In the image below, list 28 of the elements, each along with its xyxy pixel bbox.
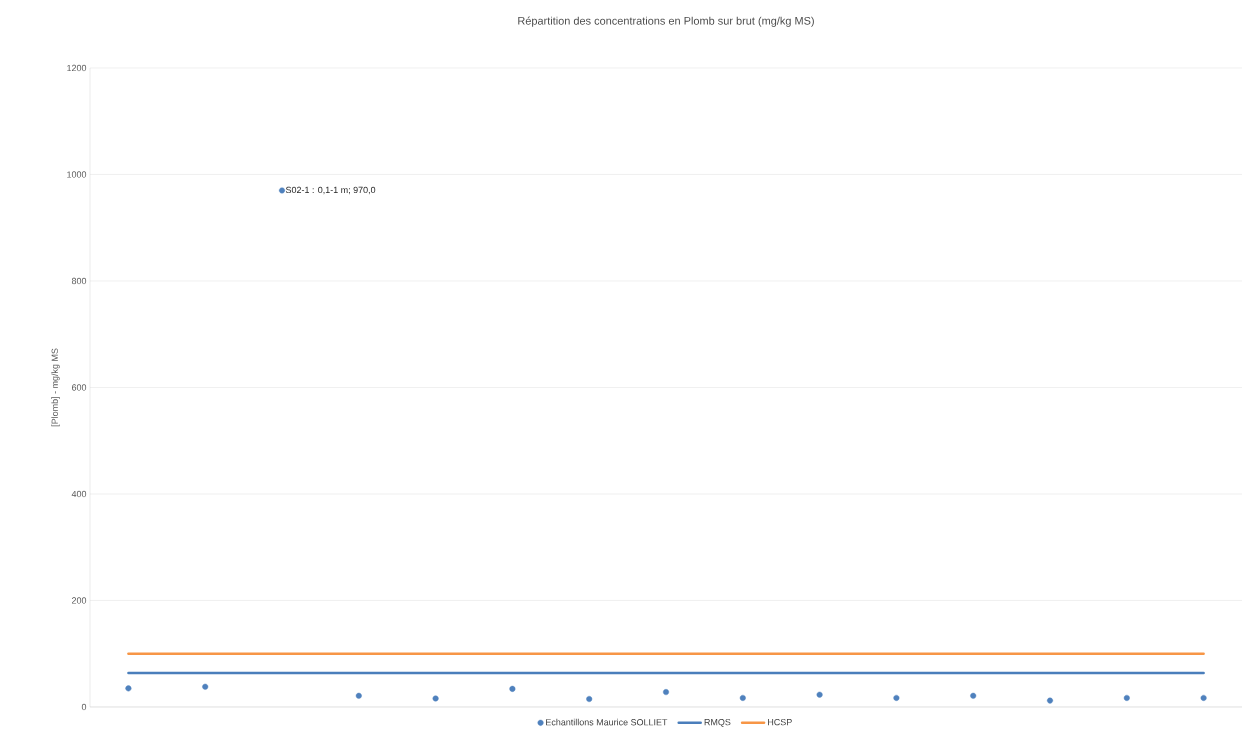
y-tick-label: 0 <box>81 703 87 711</box>
y-axis-title: [Plomb] - mg/kg MS <box>51 348 60 427</box>
y-tick-label: 400 <box>71 490 87 498</box>
point <box>279 187 286 194</box>
data-label: S02-1 : 0,1-1 m; 970,0 <box>285 186 376 195</box>
point <box>893 694 900 701</box>
y-tick-label: 1200 <box>67 64 87 72</box>
point <box>739 694 746 701</box>
legend-label: RMQS <box>704 718 731 727</box>
point <box>1123 694 1130 701</box>
point <box>355 692 362 699</box>
y-tick-label: 800 <box>71 277 87 285</box>
chart-title: Répartition des concentrations en Plomb sur brut (mg/kg MS) <box>518 16 814 27</box>
point <box>970 692 977 699</box>
point <box>663 689 670 696</box>
point <box>816 691 823 698</box>
y-tick-label: 200 <box>71 597 87 604</box>
point <box>202 683 209 690</box>
legend-label: HCSP <box>768 718 792 726</box>
legend-label: Echantillons Maurice SOLLIET <box>546 718 668 726</box>
point <box>586 696 593 702</box>
y-tick-label: 600 <box>71 384 87 391</box>
y-tick-label: 1000 <box>67 171 87 178</box>
point <box>125 685 132 692</box>
point <box>1200 694 1207 701</box>
point <box>1047 697 1054 704</box>
point <box>432 695 439 702</box>
point <box>509 685 516 692</box>
